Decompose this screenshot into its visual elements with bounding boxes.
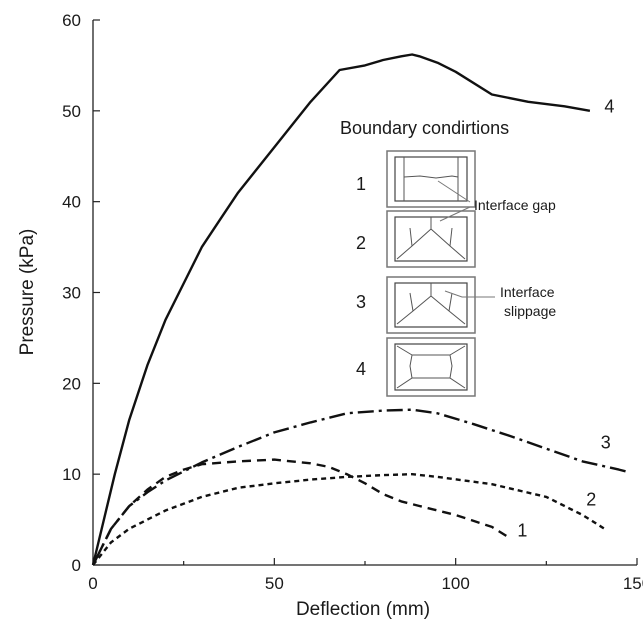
y-tick-label-6: 60 xyxy=(62,11,81,30)
axes: 0 50 100 150 0 10 20 30 40 50 60 xyxy=(62,11,643,593)
y-tick-label-1: 10 xyxy=(62,465,81,484)
series-line-1 xyxy=(91,458,508,566)
inset-row-label-1: 1 xyxy=(356,174,366,194)
y-tick-label-3: 30 xyxy=(62,284,81,303)
series-end-label-2: 2 xyxy=(586,490,596,510)
inset-title: Boundary condirtions xyxy=(340,118,509,138)
x-axis-title: Deflection (mm) xyxy=(296,599,430,620)
interface-slippage-leader xyxy=(444,290,495,298)
series-group xyxy=(91,53,631,566)
interface-gap-leader-1 xyxy=(437,180,471,203)
boundary-diagram-4 xyxy=(386,337,476,397)
boundary-diagram-3 xyxy=(386,276,476,334)
boundary-conditions-inset: Boundary condirtions 1 2 3 4 xyxy=(340,118,558,397)
y-tick-label-0: 0 xyxy=(72,556,81,575)
y-tick-label-4: 40 xyxy=(62,193,81,212)
boundary-diagram-2 xyxy=(386,210,476,268)
inset-row-label-2: 2 xyxy=(356,233,366,253)
x-tick-label-3: 150 xyxy=(623,574,643,593)
series-labels: 1 2 3 4 xyxy=(517,96,614,540)
interface-gap-leader-2 xyxy=(439,206,471,222)
x-tick-label-1: 50 xyxy=(265,574,284,593)
interface-gap-label: Interface gap xyxy=(474,197,556,213)
boundary-diagram-1 xyxy=(386,150,476,208)
x-tick-label-2: 100 xyxy=(441,574,469,593)
series-line-3 xyxy=(91,408,631,566)
interface-slippage-line-2: slippage xyxy=(504,303,556,319)
series-line-4 xyxy=(91,53,591,566)
series-line-2 xyxy=(92,473,606,566)
y-tick-label-5: 50 xyxy=(62,102,81,121)
inset-row-label-3: 3 xyxy=(356,292,366,312)
interface-slippage-line-1: Interface xyxy=(500,284,555,300)
y-tick-label-2: 20 xyxy=(62,374,81,393)
series-end-label-3: 3 xyxy=(601,432,611,452)
x-tick-label-0: 0 xyxy=(88,574,97,593)
inset-row-label-4: 4 xyxy=(356,359,366,379)
series-end-label-4: 4 xyxy=(604,96,614,116)
series-end-label-1: 1 xyxy=(517,520,527,540)
interface-slippage-label: Interface slippage xyxy=(500,284,558,319)
y-axis-title: Pressure (kPa) xyxy=(17,229,38,356)
